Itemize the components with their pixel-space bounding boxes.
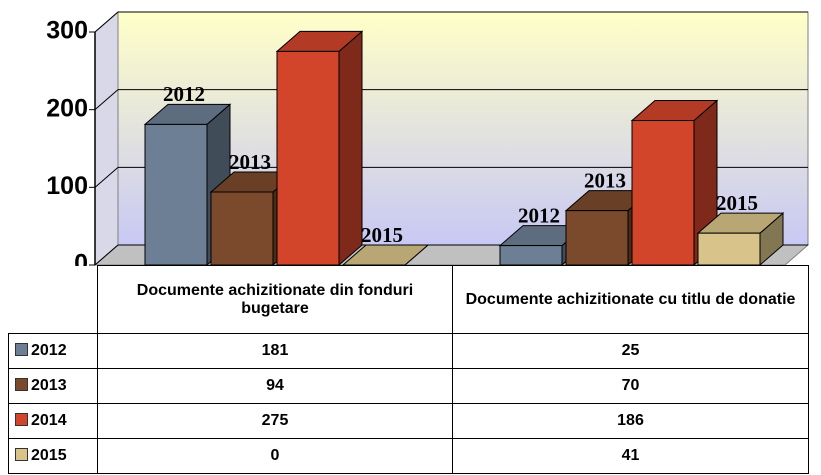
- bar-label: 2012: [163, 82, 205, 106]
- table-value: 275: [98, 404, 453, 439]
- bar: [500, 246, 562, 265]
- legend-label: 2013: [31, 377, 67, 394]
- category-label: Documente achizitionate din fonduri buge…: [98, 266, 453, 334]
- bar-label: 2015: [716, 191, 758, 215]
- bar-label: 2012: [518, 203, 560, 227]
- legend-cell: 2014: [9, 404, 98, 439]
- bar: [277, 51, 339, 265]
- table-value: 186: [453, 404, 809, 439]
- bar: [566, 211, 628, 265]
- legend-swatch: [15, 413, 28, 426]
- bar: [632, 121, 694, 265]
- corner-cell: [9, 266, 98, 334]
- legend-label: 2014: [31, 412, 67, 429]
- table-value: 25: [453, 334, 809, 369]
- side-wall: [95, 12, 118, 265]
- y-tick-label: 100: [46, 172, 88, 200]
- table-value: 41: [453, 439, 809, 474]
- y-tick-label: 0: [74, 250, 88, 266]
- bar-label: 2015: [361, 223, 403, 247]
- legend-swatch: [15, 378, 28, 391]
- table-header: Documente achizitionate din fonduri buge…: [9, 266, 809, 334]
- legend-label: 2012: [31, 342, 67, 359]
- page: 0 100 200 300 2012 2013 2015 2012 2013 2015 Docum…: [0, 0, 821, 475]
- bar-label: 2013: [229, 150, 271, 174]
- bar-side: [339, 31, 362, 265]
- table-value: 70: [453, 369, 809, 404]
- legend-cell: 2015: [9, 439, 98, 474]
- bar: [145, 124, 207, 265]
- table-value: 181: [98, 334, 453, 369]
- table-value: 0: [98, 439, 453, 474]
- data-table: Documente achizitionate din fonduri buge…: [8, 265, 809, 474]
- legend-swatch: [15, 448, 28, 461]
- y-tick-label: 300: [46, 17, 88, 45]
- legend-cell: 2012: [9, 334, 98, 369]
- table-value: 94: [98, 369, 453, 404]
- category-label: Documente achizitionate cu titlu de dona…: [453, 266, 809, 334]
- y-tick-label: 200: [46, 94, 88, 122]
- bar: [211, 192, 273, 265]
- chart: 0 100 200 300 2012 2013 2015 2012 2013 2015: [0, 0, 821, 266]
- bar-label: 2013: [584, 168, 626, 192]
- legend-label: 2015: [31, 447, 67, 464]
- legend-swatch: [15, 343, 28, 356]
- bar: [698, 233, 760, 265]
- legend-cell: 2013: [9, 369, 98, 404]
